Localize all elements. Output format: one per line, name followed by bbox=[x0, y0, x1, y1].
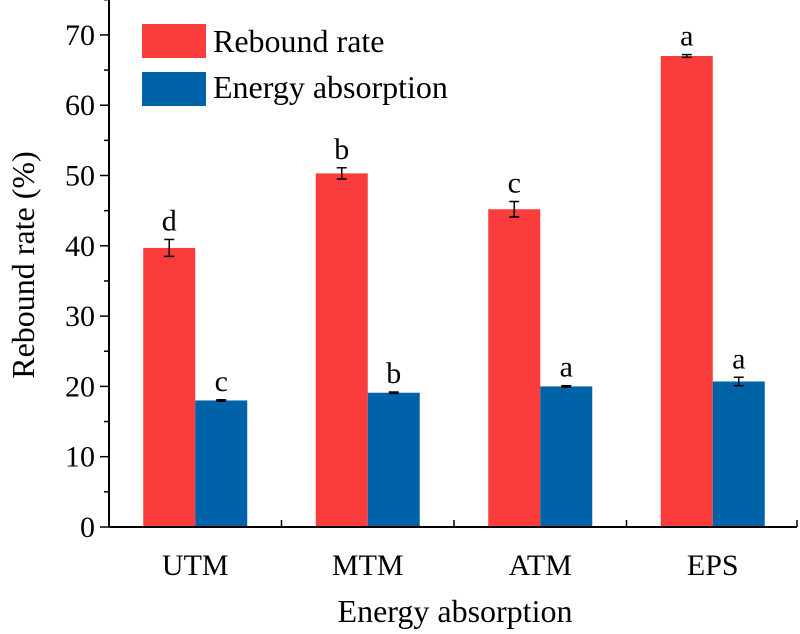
x-axis-label: Energy absorption bbox=[338, 593, 573, 629]
y-tick-label: 50 bbox=[65, 160, 95, 193]
y-tick-label: 30 bbox=[65, 300, 95, 333]
significance-letter: a bbox=[680, 20, 693, 53]
legend-label-energy: Energy absorption bbox=[213, 69, 448, 105]
bar bbox=[315, 173, 368, 528]
significance-letter: d bbox=[162, 204, 177, 237]
bar bbox=[488, 209, 541, 527]
bar bbox=[195, 400, 248, 527]
significance-letter: c bbox=[215, 365, 228, 398]
bar bbox=[540, 386, 593, 527]
y-tick-label: 20 bbox=[65, 370, 95, 403]
significance-letter: b bbox=[386, 357, 401, 390]
bar bbox=[712, 381, 765, 527]
y-tick-label: 70 bbox=[65, 19, 95, 52]
legend-label-rebound: Rebound rate bbox=[213, 23, 385, 59]
significance-letter: a bbox=[560, 351, 573, 384]
y-tick-label: 0 bbox=[80, 511, 95, 544]
legend-swatch-rebound bbox=[142, 24, 206, 58]
bar bbox=[367, 392, 420, 527]
significance-letter: a bbox=[732, 342, 745, 375]
y-tick-label: 60 bbox=[65, 89, 95, 122]
y-axis-label: Rebound rate (%) bbox=[5, 151, 41, 378]
x-tick-label: ATM bbox=[509, 549, 572, 582]
significance-letter: b bbox=[334, 133, 349, 166]
significance-letter: c bbox=[508, 167, 521, 200]
x-tick-label: EPS bbox=[687, 549, 739, 582]
x-tick-label: MTM bbox=[332, 549, 404, 582]
y-tick-label: 10 bbox=[65, 441, 95, 474]
legend-swatch-energy bbox=[142, 72, 206, 106]
x-tick-label: UTM bbox=[162, 549, 229, 582]
bar bbox=[660, 55, 713, 528]
bar bbox=[143, 247, 196, 527]
y-tick-label: 40 bbox=[65, 230, 95, 263]
legend: Rebound rate Energy absorption bbox=[142, 23, 448, 106]
